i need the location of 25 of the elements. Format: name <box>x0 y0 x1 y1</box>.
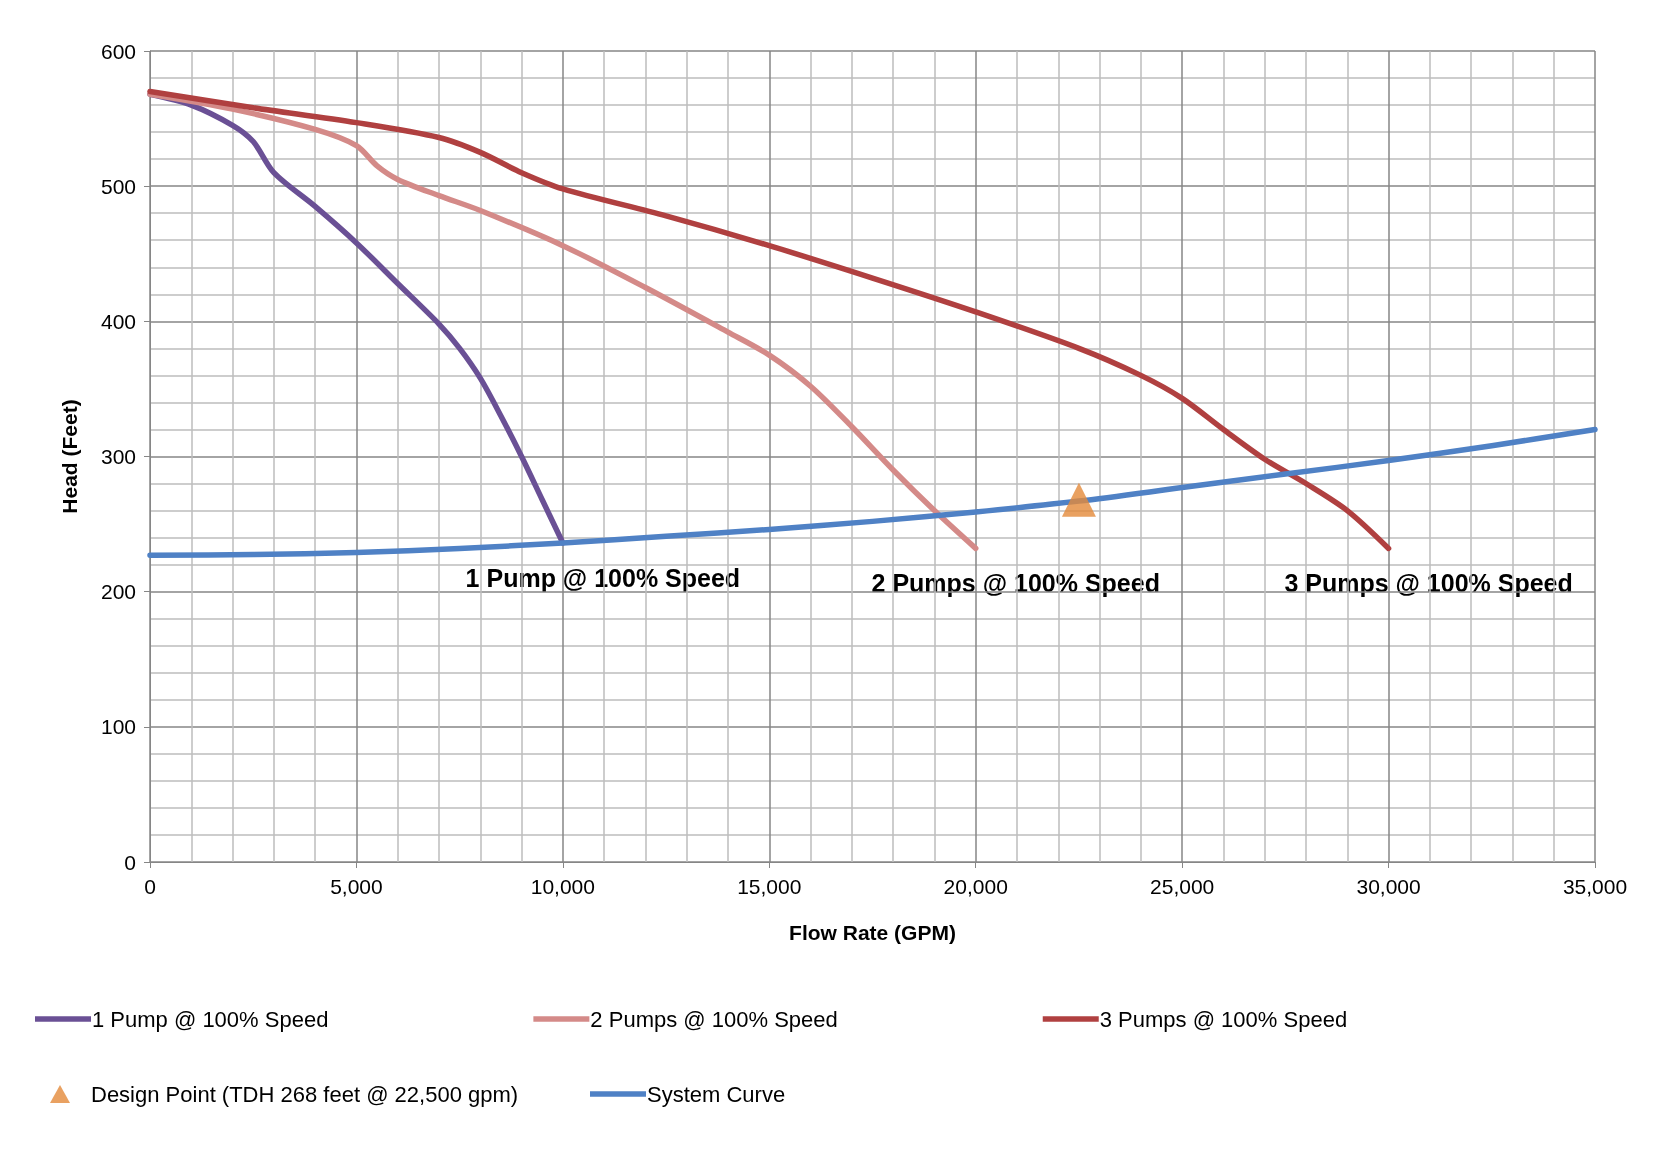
x-tick-label: 25,000 <box>1150 875 1215 898</box>
y-tick-label: 200 <box>100 580 136 604</box>
annotation: 3 Pumps @ 100% Speed <box>1284 569 1573 598</box>
x-tick-label: 35,000 <box>1562 875 1628 898</box>
legend-label: System Curve <box>647 1081 786 1107</box>
legend-label: 2 Pumps @ 100% Speed <box>590 1006 838 1032</box>
annotation: 2 Pumps @ 100% Speed <box>871 569 1160 598</box>
x-tick-label: 20,000 <box>943 875 1008 898</box>
y-tick-label: 100 <box>100 715 136 739</box>
x-tick-label: 30,000 <box>1356 875 1421 898</box>
y-tick-label: 300 <box>100 445 136 468</box>
y-tick-label: 600 <box>100 39 136 63</box>
legend-label: 1 Pump @ 100% Speed <box>92 1006 329 1032</box>
legend-label: 3 Pumps @ 100% Speed <box>1099 1006 1348 1032</box>
x-tick-label: 10,000 <box>530 875 595 898</box>
y-tick-label: 0 <box>124 850 136 874</box>
y-tick-label: 400 <box>100 309 136 333</box>
legend-label: Design Point (TDH 268 feet @ 22,500 gpm) <box>91 1081 519 1107</box>
x-tick-label: 0 <box>144 875 156 898</box>
y-tick-label: 500 <box>100 174 136 198</box>
y-axis-title: Head (Feet) <box>58 399 81 514</box>
x-tick-label: 5,000 <box>330 875 383 898</box>
annotation: 1 Pump @ 100% Speed <box>465 564 741 593</box>
x-tick-label: 15,000 <box>737 875 802 898</box>
x-axis-title: Flow Rate (GPM) <box>789 921 956 944</box>
